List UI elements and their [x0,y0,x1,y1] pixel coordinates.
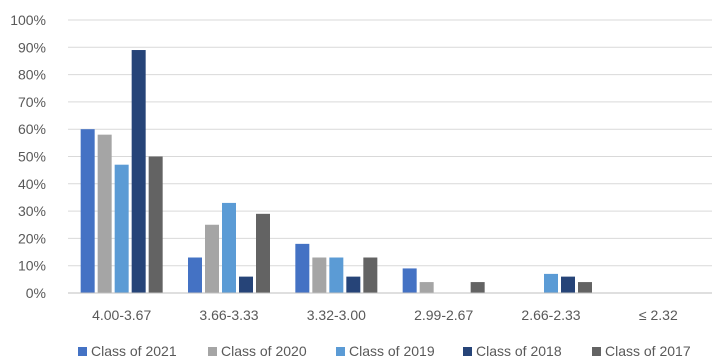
y-tick-label: 90% [18,39,46,55]
y-tick-label: 60% [18,121,46,137]
x-tick-label: 2.99-2.67 [414,307,473,323]
legend-label: Class of 2018 [476,343,562,359]
bar-class-of-2019-2 [329,257,344,293]
bar-class-of-2021-1 [188,257,202,293]
legend-swatch [208,347,217,356]
y-axis-ticks: 0% 10% 20% 30% 40% 50% 60% 70% 80% 90% 100% [10,12,46,301]
x-tick-label: 3.32-3.00 [307,307,366,323]
bar-class-of-2017-0 [148,156,163,293]
bar-class-of-2019-1 [222,202,236,293]
y-tick-label: 10% [18,258,46,274]
legend-swatch [336,347,345,356]
y-tick-label: 20% [18,230,46,246]
gridlines [68,19,712,267]
bar-class-of-2021-0 [80,129,95,293]
bar-class-of-2021-2 [295,243,310,293]
bar-class-of-2017-2 [363,257,378,293]
legend-label: Class of 2019 [349,343,435,359]
x-tick-label: 4.00-3.67 [92,307,151,323]
bar-class-of-2019-0 [114,164,129,293]
y-tick-label: 40% [18,176,46,192]
legend-label: Class of 2020 [221,343,307,359]
y-tick-label: 50% [18,149,46,165]
x-tick-label: ≤ 2.32 [639,307,678,323]
bar-class-of-2018-4 [561,276,575,293]
bar-class-of-2017-1 [256,213,270,293]
bar-class-of-2021-3 [402,268,417,293]
y-tick-label: 0% [26,285,46,301]
bar-class-of-2020-2 [312,257,327,293]
y-tick-label: 70% [18,94,46,110]
legend-label: Class of 2021 [91,343,177,359]
bar-class-of-2020-3 [419,282,434,293]
x-axis-ticks: 4.00-3.67 3.66-3.33 3.32-3.00 2.99-2.67 2.66… [92,307,678,323]
bar-class-of-2020-1 [205,224,219,293]
y-tick-label: 100% [10,12,46,28]
bar-class-of-2018-2 [346,276,361,293]
y-tick-label: 30% [18,203,46,219]
bar-class-of-2017-4 [578,282,592,293]
bar-class-of-2018-0 [131,50,146,293]
legend: Class of 2021 Class of 2020 Class of 2019 C… [78,343,691,359]
y-tick-label: 80% [18,67,46,83]
bar-class-of-2017-3 [470,282,485,293]
bar-class-of-2018-1 [239,276,253,293]
bars [80,50,592,293]
legend-swatch [78,347,87,356]
legend-swatch [592,347,601,356]
legend-swatch [463,347,472,356]
x-tick-label: 2.66-2.33 [521,307,580,323]
bar-class-of-2019-4 [544,273,558,293]
x-tick-label: 3.66-3.33 [199,307,258,323]
bar-class-of-2020-0 [97,134,112,293]
legend-label: Class of 2017 [605,343,691,359]
